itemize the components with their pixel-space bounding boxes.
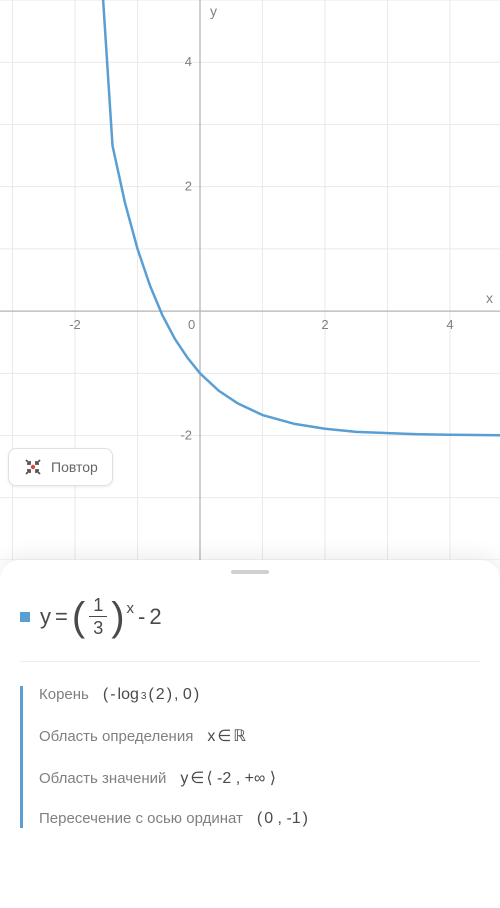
formula: y = ( 1 3 ) x - 2: [40, 596, 162, 637]
value-part: y: [180, 770, 188, 788]
property-label: Область определения: [39, 728, 193, 745]
chart-panel: -2 0 2 4 -2 2 4 x y Повтор: [0, 0, 500, 560]
svg-text:-2: -2: [180, 428, 192, 443]
formula-row[interactable]: y = ( 1 3 ) x - 2: [20, 596, 480, 662]
value-part: -: [110, 686, 115, 704]
value-part: (: [103, 686, 108, 704]
fraction-denominator: 3: [89, 617, 107, 637]
property-item: Пересечение с осью ординат (0 , -1): [39, 810, 480, 828]
property-value: y∈⟨ -2 , +∞ ⟩: [180, 768, 276, 788]
value-part: 2: [156, 686, 165, 704]
property-item: Область определения x∈ℝ: [39, 726, 480, 746]
value-part: (: [148, 686, 153, 704]
svg-text:4: 4: [185, 54, 192, 69]
property-value: (0 , -1): [257, 810, 308, 828]
value-part: x: [207, 728, 215, 746]
formula-minus: -: [138, 604, 145, 630]
property-label: Корень: [39, 686, 89, 703]
property-value: x∈ℝ: [207, 726, 246, 746]
value-part: ⟨ -2 , +∞ ⟩: [206, 768, 276, 788]
value-part: ∈: [217, 726, 231, 746]
property-value: (-log3(2) , 0): [103, 686, 199, 704]
value-part: ℝ: [233, 726, 246, 746]
value-part: , 0: [174, 686, 192, 704]
formula-lhs: y: [40, 604, 51, 630]
value-part: ∈: [190, 768, 204, 788]
open-paren: (: [72, 601, 85, 633]
svg-text:-2: -2: [69, 317, 81, 332]
fraction: 1 3: [89, 596, 107, 637]
formula-constant: 2: [149, 604, 161, 630]
value-part: log: [118, 686, 139, 704]
svg-text:4: 4: [446, 317, 453, 332]
formula-eq: =: [55, 604, 68, 630]
property-item: Область значений y∈⟨ -2 , +∞ ⟩: [39, 768, 480, 788]
fraction-numerator: 1: [89, 596, 107, 617]
bottom-sheet: y = ( 1 3 ) x - 2 Корень(-log3(2) , 0)Об…: [0, 560, 500, 908]
svg-text:2: 2: [185, 179, 192, 194]
property-item: Корень(-log3(2) , 0): [39, 686, 480, 704]
series-color-marker: [20, 612, 30, 622]
subscript: 3: [141, 691, 147, 702]
value-part: ): [303, 810, 308, 828]
repeat-button-label: Повтор: [51, 459, 98, 475]
svg-text:x: x: [486, 290, 493, 306]
formula-exponent: x: [127, 600, 135, 617]
value-part: ): [167, 686, 172, 704]
repeat-button[interactable]: Повтор: [8, 448, 113, 486]
drag-handle[interactable]: [231, 570, 269, 574]
property-label: Пересечение с осью ординат: [39, 810, 243, 827]
svg-text:y: y: [210, 3, 217, 19]
property-label: Область значений: [39, 770, 166, 787]
svg-text:0: 0: [188, 317, 195, 332]
collapse-arrows-icon: [23, 457, 43, 477]
properties-list: Корень(-log3(2) , 0)Область определенияx…: [20, 686, 480, 828]
value-part: 0 , -1: [264, 810, 300, 828]
svg-text:2: 2: [321, 317, 328, 332]
close-paren: ): [111, 601, 124, 633]
value-part: ): [194, 686, 199, 704]
value-part: (: [257, 810, 262, 828]
